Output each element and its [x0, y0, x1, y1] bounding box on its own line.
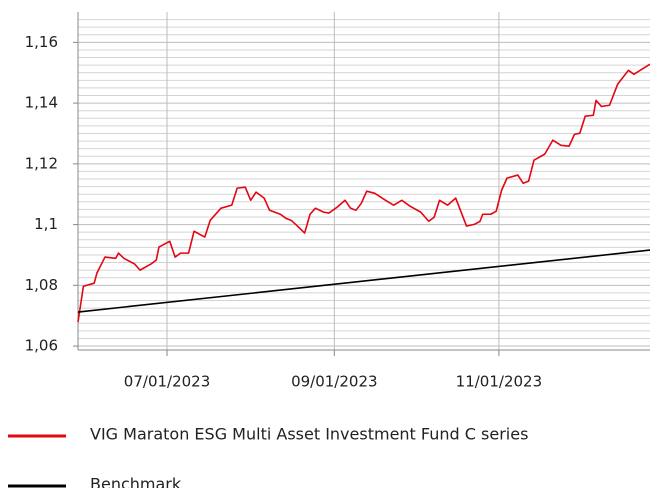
y-tick-label: 1,06: [25, 337, 58, 355]
legend-text: VIG Maraton ESG Multi Asset Investment F…: [90, 425, 528, 444]
y-tick-label: 1,16: [25, 33, 58, 51]
x-tick-label: 07/01/2023: [124, 373, 210, 391]
series-line: [77, 63, 650, 323]
x-tick-label: 09/01/2023: [291, 373, 377, 391]
series-line: [77, 249, 650, 313]
y-tick-label: 1,08: [25, 276, 58, 294]
y-tick-label: 1,1: [34, 215, 58, 233]
y-tick-label: 1,14: [25, 94, 58, 112]
legend-text: Benchmark: [90, 475, 182, 488]
y-tick-label: 1,12: [25, 154, 58, 172]
x-tick-label: 11/01/2023: [456, 373, 542, 391]
